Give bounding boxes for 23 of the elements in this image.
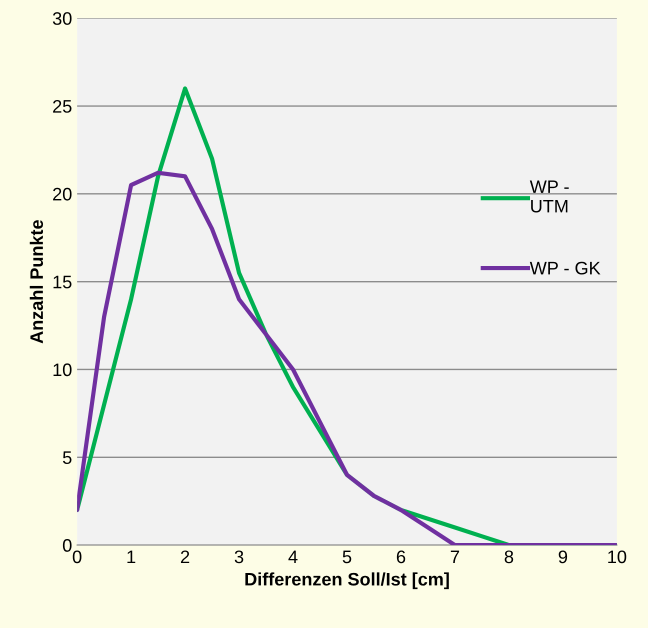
line-series bbox=[77, 170, 617, 546]
legend-label: WP - GK bbox=[530, 262, 600, 275]
x-tick-label: 10 bbox=[608, 550, 626, 564]
y-tick-label: 5 bbox=[62, 451, 72, 464]
x-tick-label: 8 bbox=[504, 550, 514, 564]
x-tick-label: 0 bbox=[72, 550, 82, 564]
y-tick-label: 30 bbox=[52, 12, 72, 25]
x-tick-label: 9 bbox=[558, 550, 568, 564]
y-tick-label: 25 bbox=[53, 100, 72, 113]
x-tick-label: 7 bbox=[450, 550, 460, 564]
y-tick-label: 15 bbox=[54, 276, 72, 288]
y-tick-label: 0 bbox=[62, 539, 72, 552]
x-tick-label: 6 bbox=[396, 550, 406, 564]
y-axis-title: Anzahl Punkte bbox=[30, 220, 44, 344]
x-tick-label: 1 bbox=[127, 550, 136, 564]
legend-label: WP - UTM bbox=[530, 180, 569, 213]
x-tick-label: 3 bbox=[234, 550, 244, 564]
x-axis-title: Differenzen Soll/Ist [cm] bbox=[245, 572, 449, 590]
x-tick-label: 2 bbox=[180, 550, 190, 564]
x-tick-label: 4 bbox=[288, 550, 298, 564]
y-tick-label: 10 bbox=[54, 363, 72, 376]
x-tick-label: 5 bbox=[342, 550, 352, 564]
y-tick-label: 20 bbox=[53, 188, 72, 201]
